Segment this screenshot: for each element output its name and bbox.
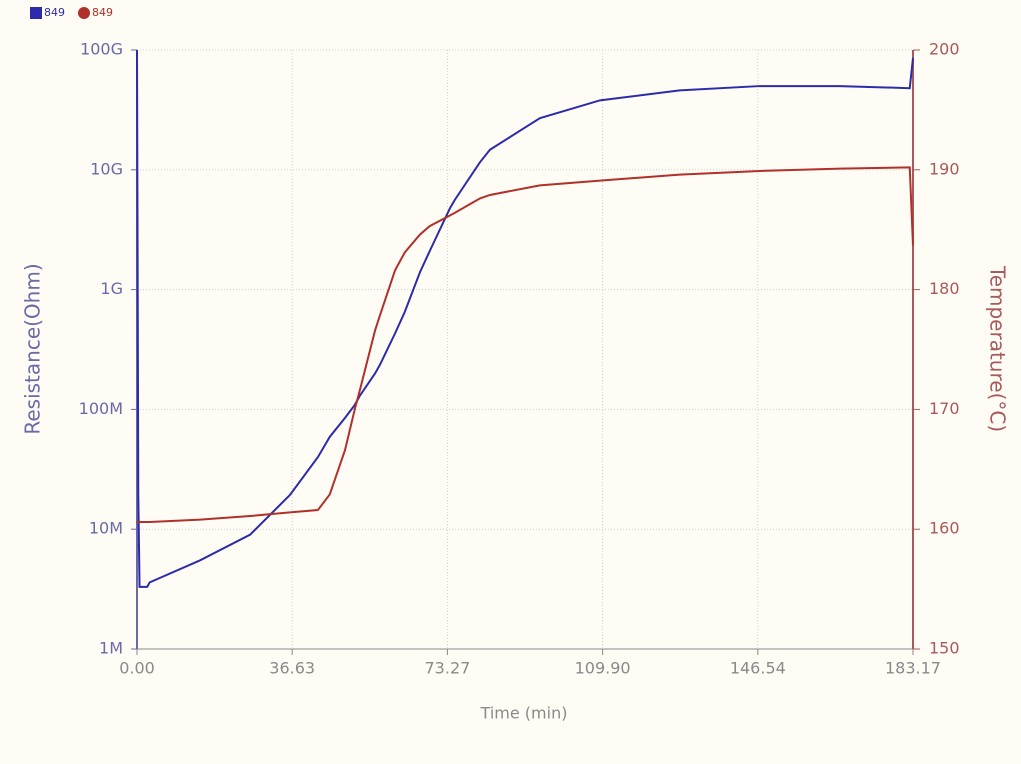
y2-tick-label: 170 (929, 399, 960, 418)
y-tick-label: 1M (99, 639, 123, 658)
y2-tick-label: 150 (929, 639, 960, 658)
legend-marker (30, 7, 42, 19)
x-tick-label: 0.00 (119, 659, 155, 678)
y-tick-label: 100M (79, 399, 123, 418)
y2-tick-label: 160 (929, 519, 960, 538)
y-tick-label: 100G (80, 40, 123, 59)
y2-tick-label: 180 (929, 279, 960, 298)
y-axis-title: Resistance(Ohm) (21, 263, 45, 434)
x-tick-label: 183.17 (885, 659, 941, 678)
line (136, 166, 914, 524)
x-tick-label: 73.27 (425, 659, 471, 678)
x-tick-label: 36.63 (269, 659, 315, 678)
y-tick-label: 1G (100, 279, 123, 298)
line (136, 49, 914, 588)
y2-tick-label: 190 (929, 159, 960, 178)
legend-label: 849 (44, 6, 65, 19)
y2-axis-title: Temperature(°C) (986, 265, 1010, 432)
legend-marker (78, 7, 90, 19)
x-tick-label: 109.90 (575, 659, 631, 678)
y-tick-label: 10G (90, 159, 123, 178)
y-tick-label: 10M (89, 519, 123, 538)
legend-label: 849 (92, 6, 113, 19)
x-tick-label: 146.54 (730, 659, 786, 678)
y2-tick-label: 200 (929, 40, 960, 59)
x-axis-title: Time (min) (480, 704, 568, 723)
